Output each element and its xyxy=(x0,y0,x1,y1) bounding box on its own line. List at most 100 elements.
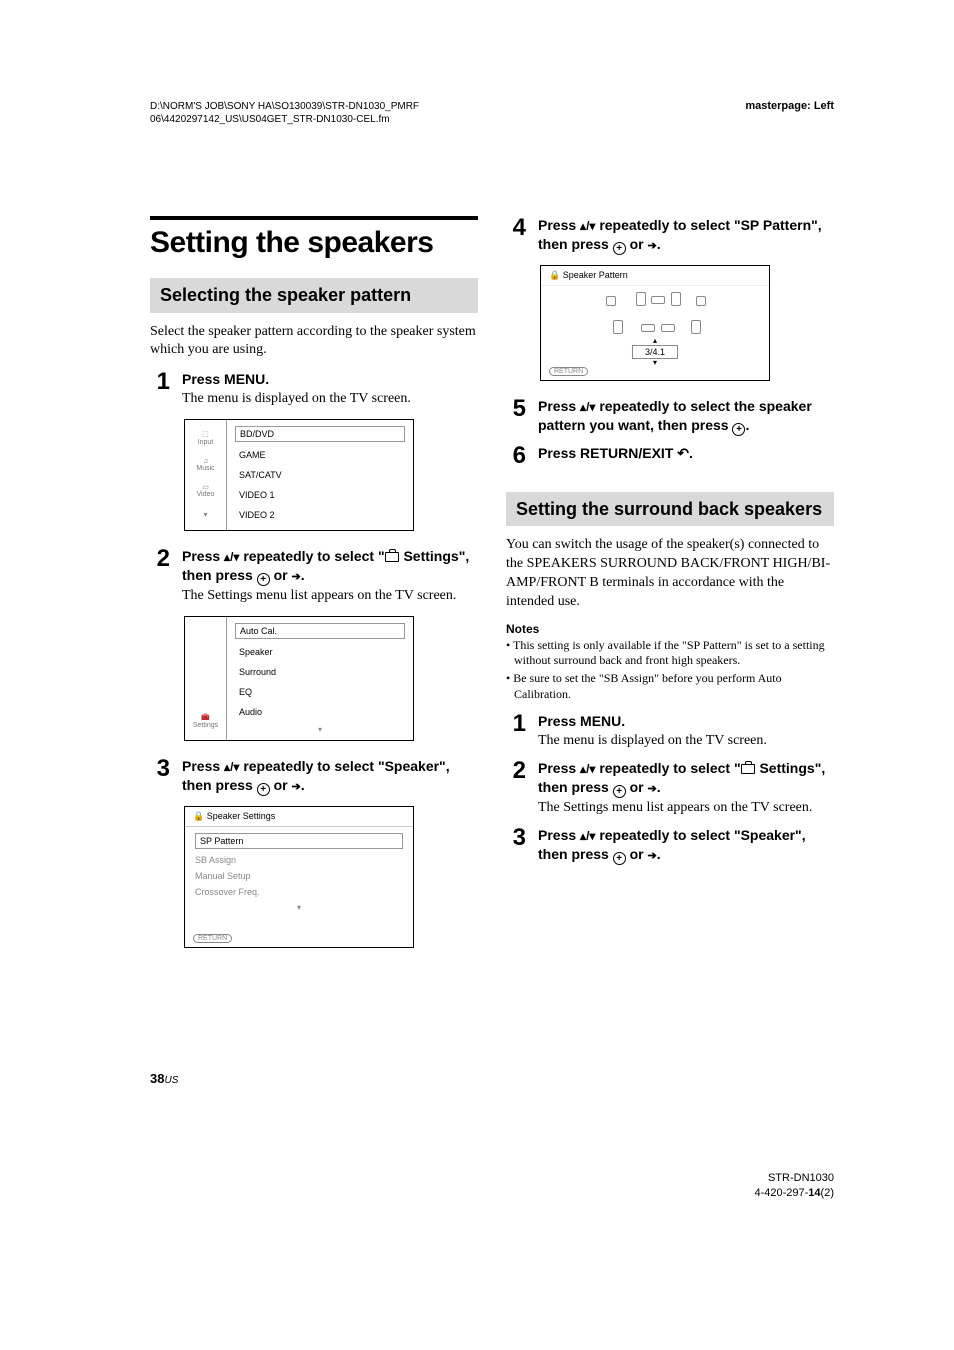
updown-icon xyxy=(580,398,595,414)
updown-icon xyxy=(224,548,239,564)
speaker-icon xyxy=(636,292,646,306)
step-body: Press repeatedly to select " Settings", … xyxy=(538,759,834,818)
b-step-3: 3 Press repeatedly to select "Speaker", … xyxy=(506,826,834,865)
input-icon: ⬚Input xyxy=(198,431,214,446)
speaker-icon xyxy=(641,324,655,332)
step-number: 3 xyxy=(506,826,526,865)
footer-doc-info: STR-DN1030 4-420-297-14(2) xyxy=(754,1171,834,1200)
pattern-label: 3/4.1 xyxy=(632,345,678,359)
music-icon: ♫Music xyxy=(196,458,214,473)
intro-text: Select the speaker pattern according to … xyxy=(150,323,478,361)
speaker-icon xyxy=(691,320,701,334)
model-number: STR-DN1030 xyxy=(754,1171,834,1185)
pattern-up-arrow: ▴ xyxy=(653,336,657,345)
part-number: 4-420-297-14(2) xyxy=(754,1186,834,1200)
step-heading: Press repeatedly to select " Settings", … xyxy=(538,759,834,798)
screenshot-speaker-pattern: 🔒 Speaker Pattern ▴ 3/4.1 ▾ RETURN xyxy=(540,265,770,381)
step-number: 2 xyxy=(506,759,526,818)
step-number: 5 xyxy=(506,397,526,436)
page-title: Setting the speakers xyxy=(150,226,478,260)
updown-icon xyxy=(580,217,595,233)
step-subtext: The Settings menu list appears on the TV… xyxy=(182,587,478,606)
step-heading: Press MENU. xyxy=(538,712,834,731)
step-1: 1 Press MENU. The menu is displayed on t… xyxy=(150,370,478,409)
menu-item: Surround xyxy=(235,665,405,679)
right-column: 4 Press repeatedly to select "SP Pattern… xyxy=(506,216,834,964)
more-icon: ▾ xyxy=(203,510,207,519)
enter-icon: + xyxy=(257,573,270,586)
step-heading: Press repeatedly to select " Settings", … xyxy=(182,547,478,586)
menu-item: Audio xyxy=(235,705,405,719)
speaker-icon xyxy=(661,324,675,332)
step-heading: Press repeatedly to select "Speaker", th… xyxy=(538,826,834,865)
menu-items: BD/DVD GAME SAT/CATV VIDEO 1 VIDEO 2 xyxy=(227,420,413,530)
step-heading: Press repeatedly to select "Speaker", th… xyxy=(182,757,478,796)
enter-icon: + xyxy=(613,242,626,255)
panel-title: 🔒 Speaker Pattern xyxy=(541,266,769,285)
right-arrow-icon xyxy=(647,846,656,862)
menu-item: GAME xyxy=(235,448,405,462)
left-column: Setting the speakers Selecting the speak… xyxy=(150,216,478,964)
right-arrow-icon xyxy=(291,777,300,793)
section-heading-pattern: Selecting the speaker pattern xyxy=(150,278,478,313)
menu-item: VIDEO 2 xyxy=(235,508,405,522)
updown-icon xyxy=(580,760,595,776)
step-number: 1 xyxy=(506,712,526,751)
page: D:\NORM'S JOB\SONY HA\SO130039\STR-DN103… xyxy=(0,0,954,1350)
return-pill: RETURN xyxy=(549,367,588,376)
right-arrow-icon xyxy=(291,567,300,583)
menu-item: Manual Setup xyxy=(195,871,403,881)
menu-item: Crossover Freq. xyxy=(195,887,403,897)
path-line2: 06\4420297142_US\US04GET_STR-DN1030-CEL.… xyxy=(150,113,834,126)
speaker-icon xyxy=(613,320,623,334)
settings-icon: 🧰Settings xyxy=(193,714,218,729)
menu-sidebar: 🧰Settings xyxy=(185,617,227,740)
step-heading: Press MENU. xyxy=(182,370,478,389)
speaker-icon xyxy=(651,296,665,304)
content-columns: Setting the speakers Selecting the speak… xyxy=(150,216,834,964)
screenshot-main-menu: ⬚Input ♫Music ▭Video ▾ BD/DVD GAME SAT/C… xyxy=(184,419,414,531)
updown-icon xyxy=(580,827,595,843)
right-arrow-icon xyxy=(647,236,656,252)
toolbox-icon xyxy=(385,552,399,562)
step-2: 2 Press repeatedly to select " Settings"… xyxy=(150,547,478,606)
speaker-icon xyxy=(696,296,706,306)
step-subtext: The Settings menu list appears on the TV… xyxy=(538,799,834,818)
screenshot-settings-menu: 🧰Settings Auto Cal. Speaker Surround EQ … xyxy=(184,616,414,741)
step-number: 2 xyxy=(150,547,170,606)
step-body: Press repeatedly to select the speaker p… xyxy=(538,397,834,436)
updown-icon xyxy=(224,758,239,774)
menu-item: Auto Cal. xyxy=(235,623,405,639)
section2-intro: You can switch the usage of the speaker(… xyxy=(506,536,834,612)
panel-body: SP Pattern SB Assign Manual Setup Crosso… xyxy=(185,827,413,932)
return-icon xyxy=(677,445,689,461)
notes-heading: Notes xyxy=(506,622,834,636)
step-4: 4 Press repeatedly to select "SP Pattern… xyxy=(506,216,834,255)
speaker-icon xyxy=(671,292,681,306)
section-heading-surround-back: Setting the surround back speakers xyxy=(506,492,834,527)
menu-item: EQ xyxy=(235,685,405,699)
menu-item: SP Pattern xyxy=(195,833,403,849)
enter-icon: + xyxy=(257,783,270,796)
right-arrow-icon xyxy=(647,779,656,795)
note-item: • This setting is only available if the … xyxy=(506,638,834,669)
more-icon: ▾ xyxy=(195,903,403,912)
enter-icon: + xyxy=(613,785,626,798)
panel-title: 🔒 Speaker Settings xyxy=(185,807,413,827)
speaker-icon xyxy=(606,296,616,306)
step-body: Press RETURN/EXIT . xyxy=(538,444,834,468)
step-body: Press repeatedly to select "Speaker", th… xyxy=(182,757,478,796)
step-body: Press MENU. The menu is displayed on the… xyxy=(538,712,834,751)
step-5: 5 Press repeatedly to select the speaker… xyxy=(506,397,834,436)
step-heading: Press RETURN/EXIT . xyxy=(538,444,834,463)
step-number: 6 xyxy=(506,444,526,468)
enter-icon: + xyxy=(732,423,745,436)
header-file-path: D:\NORM'S JOB\SONY HA\SO130039\STR-DN103… xyxy=(150,100,834,126)
screenshot-speaker-settings: 🔒 Speaker Settings SP Pattern SB Assign … xyxy=(184,806,414,948)
menu-item: SB Assign xyxy=(195,855,403,865)
menu-sidebar: ⬚Input ♫Music ▭Video ▾ xyxy=(185,420,227,530)
step-body: Press repeatedly to select "Speaker", th… xyxy=(538,826,834,865)
step-6: 6 Press RETURN/EXIT . xyxy=(506,444,834,468)
step-heading: Press repeatedly to select the speaker p… xyxy=(538,397,834,436)
title-rule xyxy=(150,216,478,220)
